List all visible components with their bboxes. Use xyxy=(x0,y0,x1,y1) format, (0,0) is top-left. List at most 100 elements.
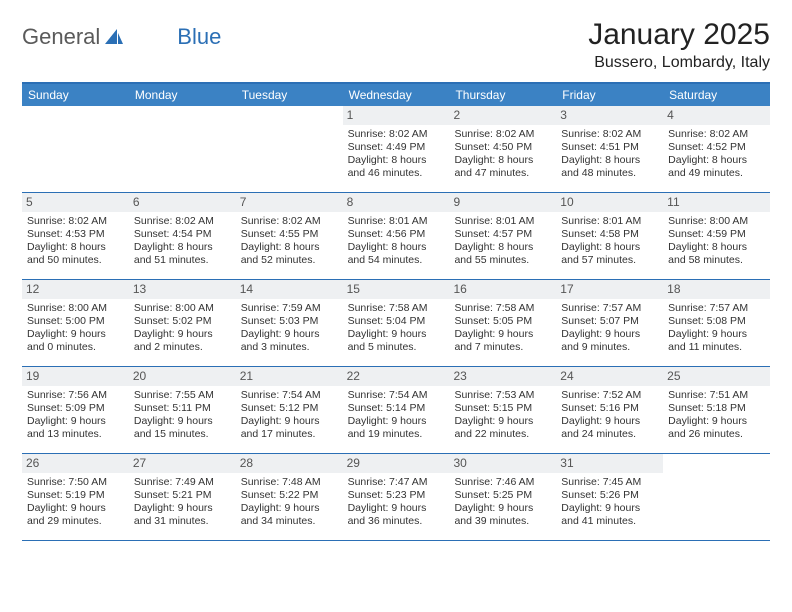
day-cell: 6Sunrise: 8:02 AMSunset: 4:54 PMDaylight… xyxy=(129,193,236,279)
day-info-line: Sunset: 4:51 PM xyxy=(561,141,658,154)
day-info-line: and 54 minutes. xyxy=(348,254,445,267)
day-number: 5 xyxy=(22,193,129,212)
day-number: 20 xyxy=(129,367,236,386)
day-info-line: Sunset: 5:19 PM xyxy=(27,489,124,502)
day-info-line: and 52 minutes. xyxy=(241,254,338,267)
day-cell: 2Sunrise: 8:02 AMSunset: 4:50 PMDaylight… xyxy=(449,106,556,192)
day-number: 31 xyxy=(556,454,663,473)
day-info-line: Sunrise: 7:57 AM xyxy=(668,302,765,315)
day-info-line: Daylight: 9 hours xyxy=(27,415,124,428)
day-cell: 17Sunrise: 7:57 AMSunset: 5:07 PMDayligh… xyxy=(556,280,663,366)
day-info-line: Daylight: 9 hours xyxy=(348,328,445,341)
day-cell: 14Sunrise: 7:59 AMSunset: 5:03 PMDayligh… xyxy=(236,280,343,366)
day-info-line: Daylight: 9 hours xyxy=(134,502,231,515)
day-info-line: Sunrise: 7:52 AM xyxy=(561,389,658,402)
day-cell: 30Sunrise: 7:46 AMSunset: 5:25 PMDayligh… xyxy=(449,454,556,540)
day-info-line: Daylight: 9 hours xyxy=(454,328,551,341)
day-info-line: and 0 minutes. xyxy=(27,341,124,354)
day-info-line: and 58 minutes. xyxy=(668,254,765,267)
day-info-line: Daylight: 9 hours xyxy=(454,415,551,428)
day-info-line: Sunrise: 7:58 AM xyxy=(454,302,551,315)
title-block: January 2025 Bussero, Lombardy, Italy xyxy=(588,18,770,72)
day-number: 8 xyxy=(343,193,450,212)
day-info-line: Sunrise: 8:00 AM xyxy=(668,215,765,228)
day-info-line: Sunrise: 7:53 AM xyxy=(454,389,551,402)
day-info-line: Sunset: 4:50 PM xyxy=(454,141,551,154)
week-row: 19Sunrise: 7:56 AMSunset: 5:09 PMDayligh… xyxy=(22,367,770,454)
day-info-line: Daylight: 8 hours xyxy=(454,241,551,254)
day-cell: 16 Sunrise: 7:58 AMSunset: 5:05 PMDayligh… xyxy=(449,280,556,366)
page-location: Bussero, Lombardy, Italy xyxy=(588,54,770,72)
day-info-line: Daylight: 9 hours xyxy=(241,502,338,515)
day-cell: 1Sunrise: 8:02 AMSunset: 4:49 PMDaylight… xyxy=(343,106,450,192)
day-info-line: Sunset: 5:03 PM xyxy=(241,315,338,328)
weeks-container: 1Sunrise: 8:02 AMSunset: 4:49 PMDaylight… xyxy=(22,106,770,541)
day-info-line: and 26 minutes. xyxy=(668,428,765,441)
day-header-sun: Sunday xyxy=(22,84,129,106)
day-info-line: and 7 minutes. xyxy=(454,341,551,354)
day-cell xyxy=(236,106,343,192)
day-info-line: and 3 minutes. xyxy=(241,341,338,354)
day-info-line: and 50 minutes. xyxy=(27,254,124,267)
day-info-line: Sunset: 5:00 PM xyxy=(27,315,124,328)
day-cell: 3Sunrise: 8:02 AMSunset: 4:51 PMDaylight… xyxy=(556,106,663,192)
day-cell xyxy=(129,106,236,192)
brand-logo: General Blue xyxy=(22,24,221,50)
day-cell: 24Sunrise: 7:52 AMSunset: 5:16 PMDayligh… xyxy=(556,367,663,453)
day-info-line: Daylight: 8 hours xyxy=(668,154,765,167)
day-info-line: Daylight: 9 hours xyxy=(27,502,124,515)
day-number: 22 xyxy=(343,367,450,386)
day-cell: 11Sunrise: 8:00 AMSunset: 4:59 PMDayligh… xyxy=(663,193,770,279)
day-info-line: Sunset: 4:53 PM xyxy=(27,228,124,241)
day-info-line: Sunset: 5:14 PM xyxy=(348,402,445,415)
day-number: 7 xyxy=(236,193,343,212)
day-info-line: Daylight: 8 hours xyxy=(348,241,445,254)
day-cell: 4Sunrise: 8:02 AMSunset: 4:52 PMDaylight… xyxy=(663,106,770,192)
day-info-line: and 31 minutes. xyxy=(134,515,231,528)
day-info-line: Sunrise: 8:01 AM xyxy=(348,215,445,228)
day-info-line: Sunrise: 8:02 AM xyxy=(348,128,445,141)
day-cell: 22Sunrise: 7:54 AMSunset: 5:14 PMDayligh… xyxy=(343,367,450,453)
day-info-line: Sunrise: 7:48 AM xyxy=(241,476,338,489)
day-number: 27 xyxy=(129,454,236,473)
day-info-line: Sunrise: 7:59 AM xyxy=(241,302,338,315)
day-cell: 26 Sunrise: 7:50 AMSunset: 5:19 PMDayligh… xyxy=(22,454,129,540)
day-cell: 7Sunrise: 8:02 AMSunset: 4:55 PMDaylight… xyxy=(236,193,343,279)
day-number: 13 xyxy=(129,280,236,299)
week-row: 12Sunrise: 8:00 AMSunset: 5:00 PMDayligh… xyxy=(22,280,770,367)
day-number: 6 xyxy=(129,193,236,212)
day-number: 3 xyxy=(556,106,663,125)
day-info-line: Daylight: 8 hours xyxy=(27,241,124,254)
day-cell: 25Sunrise: 7:51 AMSunset: 5:18 PMDayligh… xyxy=(663,367,770,453)
day-info-line: Sunset: 5:26 PM xyxy=(561,489,658,502)
day-cell: 13Sunrise: 8:00 AMSunset: 5:02 PMDayligh… xyxy=(129,280,236,366)
day-info-line: Sunrise: 8:01 AM xyxy=(561,215,658,228)
day-info-line: and 17 minutes. xyxy=(241,428,338,441)
day-info-line: Sunset: 4:59 PM xyxy=(668,228,765,241)
day-info-line: Daylight: 9 hours xyxy=(348,415,445,428)
day-info-line: Daylight: 8 hours xyxy=(134,241,231,254)
day-number: 17 xyxy=(556,280,663,299)
day-info-line: and 51 minutes. xyxy=(134,254,231,267)
day-info-line: Sunrise: 7:47 AM xyxy=(348,476,445,489)
day-info-line: Sunrise: 7:51 AM xyxy=(668,389,765,402)
day-header-sat: Saturday xyxy=(663,84,770,106)
day-info-line: Sunrise: 7:54 AM xyxy=(241,389,338,402)
day-info-line: Sunset: 5:05 PM xyxy=(454,315,551,328)
day-number: 2 xyxy=(449,106,556,125)
day-info-line: Sunset: 4:58 PM xyxy=(561,228,658,241)
day-info-line: and 47 minutes. xyxy=(454,167,551,180)
day-number: 14 xyxy=(236,280,343,299)
day-info-line: Daylight: 9 hours xyxy=(561,502,658,515)
day-info-line: Sunset: 4:52 PM xyxy=(668,141,765,154)
day-number: 18 xyxy=(663,280,770,299)
day-number: 26 xyxy=(22,454,129,473)
day-info-line: Daylight: 9 hours xyxy=(561,328,658,341)
day-info-line: Sunrise: 7:56 AM xyxy=(27,389,124,402)
day-number: 1 xyxy=(343,106,450,125)
day-number: 24 xyxy=(556,367,663,386)
day-number: 28 xyxy=(236,454,343,473)
day-info-line: Sunset: 5:18 PM xyxy=(668,402,765,415)
day-number: 16 xyxy=(449,280,556,299)
day-info-line: Sunrise: 7:50 AM xyxy=(27,476,124,489)
